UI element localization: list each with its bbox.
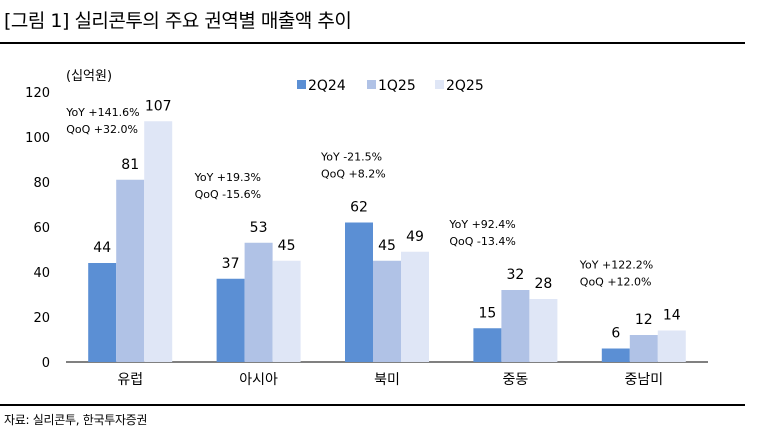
- bar-2q24: [216, 278, 245, 362]
- legend-swatch: [367, 80, 376, 89]
- y-tick-label: 60: [33, 221, 50, 236]
- yoy-annotation: YoY -21.5%: [320, 151, 382, 164]
- value-label: 32: [506, 267, 524, 283]
- yoy-annotation: YoY +19.3%: [194, 171, 261, 184]
- chart-title: [그림 1] 실리콘투의 주요 권역별 매출액 추이: [4, 10, 352, 32]
- category-label: 중동: [503, 372, 529, 388]
- category-label: 중남미: [624, 372, 663, 388]
- category-labels: 유럽 아시아 북미 중동 중남미: [117, 372, 663, 388]
- y-tick-label: 80: [33, 176, 50, 191]
- qoq-annotation: QoQ +12.0%: [580, 276, 652, 289]
- bar-2q25: [144, 121, 173, 362]
- yoy-annotation: YoY +122.2%: [579, 259, 653, 272]
- bar-1q25: [501, 290, 530, 362]
- y-tick-label: 40: [33, 266, 50, 281]
- qoq-annotation: QoQ +8.2%: [321, 168, 386, 181]
- y-unit-label: (십억원): [66, 69, 112, 84]
- value-label: 28: [534, 276, 552, 292]
- y-tick-label: 100: [25, 131, 50, 146]
- bottom-rule: [0, 404, 745, 406]
- legend-swatch: [435, 80, 444, 89]
- top-rule: [0, 42, 745, 44]
- bar-2q25: [401, 251, 429, 362]
- legend-label: 2Q24: [308, 78, 346, 94]
- value-label: 62: [350, 200, 368, 216]
- value-label: 107: [145, 98, 172, 114]
- value-label: 45: [278, 238, 296, 254]
- y-axis-ticks: 0 20 40 60 80 100 120: [25, 86, 50, 371]
- qoq-annotation: QoQ -13.4%: [449, 235, 515, 248]
- qoq-annotation: QoQ +32.0%: [66, 123, 138, 136]
- value-label: 45: [378, 238, 396, 254]
- legend-swatch: [297, 80, 306, 89]
- y-tick-label: 120: [25, 86, 50, 101]
- category-label: 유럽: [117, 372, 143, 388]
- bar-1q25: [116, 179, 145, 362]
- value-label: 49: [406, 229, 424, 245]
- qoq-annotation: QoQ -15.6%: [195, 188, 261, 201]
- legend-label: 1Q25: [378, 78, 416, 94]
- bar-2q25: [272, 260, 301, 362]
- legend: 2Q24 1Q25 2Q25: [297, 78, 484, 94]
- value-label: 14: [663, 308, 681, 324]
- value-label: 37: [222, 256, 240, 272]
- category-label: 아시아: [239, 372, 278, 388]
- bar-1q25: [373, 260, 401, 362]
- value-label: 15: [478, 305, 496, 321]
- bar-2q24: [473, 328, 502, 362]
- bars: [88, 121, 686, 362]
- value-label: 81: [121, 157, 139, 173]
- bar-2q25: [529, 299, 558, 362]
- bar-2q24: [345, 222, 373, 362]
- source-note: 자료: 실리콘투, 한국투자증권: [4, 413, 148, 427]
- bar-1q25: [629, 335, 658, 362]
- y-tick-label: 0: [42, 356, 50, 371]
- annotations: YoY +141.6% QoQ +32.0% YoY +19.3% QoQ -15.6…: [65, 106, 653, 289]
- value-label: 44: [93, 240, 111, 256]
- bar-2q25: [657, 330, 686, 362]
- legend-label: 2Q25: [446, 78, 484, 94]
- value-label: 12: [635, 312, 653, 328]
- value-labels: 44 81 107 37 53 45 62 45 49 15 32 28 6 12 14: [93, 98, 681, 341]
- bar-2q24: [88, 263, 117, 362]
- yoy-annotation: YoY +92.4%: [448, 218, 515, 231]
- value-label: 53: [250, 220, 268, 236]
- value-label: 6: [611, 326, 620, 342]
- bar-2q24: [601, 348, 630, 362]
- yoy-annotation: YoY +141.6%: [65, 106, 139, 119]
- bar-1q25: [244, 242, 273, 362]
- category-label: 북미: [374, 372, 400, 388]
- y-tick-label: 20: [33, 311, 50, 326]
